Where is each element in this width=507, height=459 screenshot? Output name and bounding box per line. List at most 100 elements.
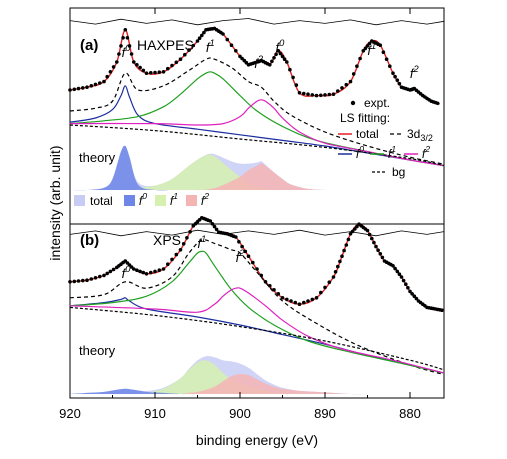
panel-label: (a) [80,37,98,54]
legend-theory-total-label: total [90,194,113,208]
expt-point-p1 [365,228,370,233]
expt-point-p0 [72,87,77,92]
expt-point-p0 [117,52,121,56]
expt-point-p1 [285,297,289,302]
expt-point-p0 [135,63,139,67]
expt-point-p0 [381,50,386,54]
expt-point-p1 [346,237,351,242]
legend-f2-label-sup: 2 [424,144,430,154]
legend-theory-f0-label-sup: 0 [142,191,147,201]
x-axis-ticks: 920 910 900 890 880 [59,8,421,421]
expt-point-p0 [272,56,276,60]
legend-f1-label: f1 [388,144,396,161]
legend-f0-label-base: f [356,147,361,161]
expt-point-p1 [272,288,276,292]
x-axis-label: binding energy (eV) [196,432,318,448]
expt-point-p1 [406,286,410,290]
expt-point-p0 [340,86,344,90]
series-line-f1-p1 [69,250,445,374]
expt-point-p1 [374,244,378,249]
expt-point-p0 [187,48,191,52]
legend-theory-f1-label: f1 [170,191,178,208]
expt-point-p1 [408,289,412,294]
expt-point-p1 [314,296,319,300]
expt-point-p1 [208,219,213,223]
legend-theory-f2-label-base: f [201,194,206,208]
expt-point-p0 [197,36,202,40]
expt-point-p0 [294,83,299,87]
expt-point-p1 [174,252,179,257]
expt-point-p0 [288,67,292,72]
expt-point-p1 [336,264,340,269]
expt-point-p1 [412,294,417,299]
expt-point-p0 [358,56,362,61]
peak-label-f0-sup: 0 [125,43,131,53]
expt-point-p1 [404,282,408,287]
series-line-3d3-2-p0 [69,57,445,165]
theory-label: theory [79,343,116,358]
legend-d32-label: 3d3/2 [407,127,433,143]
plot-frame [69,7,445,399]
expt-point-p0 [270,59,274,64]
legend-d32-base: 3d [407,127,420,141]
expt-point-p1 [414,296,419,301]
series-line-f1-p0 [69,71,445,167]
expt-point-p0 [306,92,310,96]
expt-point-p1 [393,266,397,271]
peak-label-f2-sup: 2 [238,248,245,258]
expt-point-p0 [195,39,200,43]
x-tick-label: 880 [399,406,421,421]
peak-label-f1: f1 [206,38,215,55]
expt-point-p0 [268,63,272,67]
expt-point-p0 [127,44,132,48]
expt-point-p0 [138,65,142,70]
peak-label-f2: f2 [410,64,420,81]
expt-point-p1 [149,270,153,275]
theory-label: theory [79,150,116,165]
expt-point-p0 [361,49,366,53]
expt-point-p0 [367,41,372,46]
expt-point-p1 [397,272,402,277]
expt-point-p0 [123,28,128,32]
expt-point-p1 [302,300,306,305]
expt-point-p0 [68,88,72,92]
expt-point-p1 [102,273,106,278]
expt-point-p0 [93,82,98,87]
expt-point-p1 [306,299,310,303]
expt-point-p0 [274,52,278,57]
expt-point-p1 [276,292,281,296]
expt-point-p1 [319,290,323,295]
legend-expt-label: expt. [364,96,390,110]
peak-label-f2-base: f [254,56,259,71]
expt-point-p0 [395,78,400,82]
expt-point-p1 [132,267,136,271]
expt-point-p1 [141,270,146,275]
peak-label-f1-sup: 1 [209,38,214,48]
expt-point-p0 [291,75,295,80]
expt-points [68,26,444,313]
expt-point-p1 [153,269,157,274]
expt-point-p1 [399,275,404,279]
legend-f2-label: f2 [422,144,430,161]
expt-point-p1 [263,280,268,284]
expt-point-p0 [276,49,281,53]
legend-total-label: total [356,127,379,141]
expt-point-p1 [323,285,327,290]
legend-theory-f2-swatch [186,195,197,206]
expt-point-p0 [388,64,392,68]
peak-label-f2-sup: 2 [257,54,264,64]
expt-point-p1 [178,248,183,252]
expt-point-p0 [348,79,353,84]
expt-point-p0 [81,86,85,90]
legend-d32-sub: 3/2 [420,133,433,143]
expt-point-p1 [376,248,380,252]
expt-point-p1 [111,267,116,272]
expt-point-p0 [202,30,206,35]
expt-point-p0 [105,74,109,79]
expt-point-p1 [210,222,215,226]
expt-point-p1 [293,300,298,305]
expt-point-p0 [297,91,302,95]
expt-point-p0 [170,63,174,68]
peak-label-f2: f2 [254,54,264,71]
